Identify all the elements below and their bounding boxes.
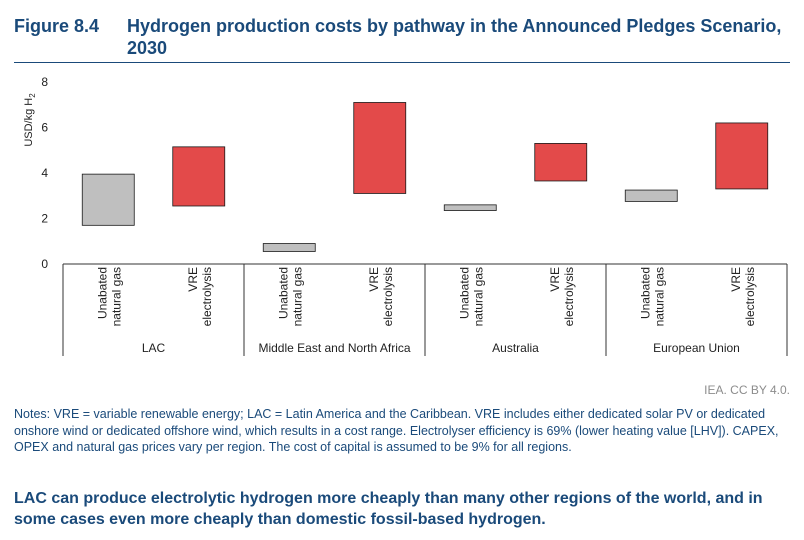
range-bar-vre-electrolysis xyxy=(353,102,407,194)
figure-title: Hydrogen production costs by pathway in … xyxy=(127,16,782,58)
y-tick-label: 0 xyxy=(41,257,48,271)
y-axis-label: USD/kg H2 xyxy=(23,93,37,147)
group-label: LAC xyxy=(142,341,166,355)
range-bar-natural-gas xyxy=(262,243,316,252)
notes: Notes: VRE = variable renewable energy; … xyxy=(14,407,779,454)
group-label: Australia xyxy=(492,341,539,355)
y-tick-label: 4 xyxy=(41,166,48,180)
top-rule xyxy=(14,62,790,63)
y-tick-label: 2 xyxy=(41,212,48,226)
range-bar-natural-gas xyxy=(81,173,135,226)
group-label: Middle East and North Africa xyxy=(258,341,410,355)
credit: IEA. CC BY 4.0. xyxy=(704,383,790,397)
range-bar-vre-electrolysis xyxy=(534,143,588,182)
chart: USD/kg H2 0 2 4 6 8 Unabatednatural gas VREele… xyxy=(23,75,788,356)
takeaway: LAC can produce electrolytic hydrogen mo… xyxy=(14,490,763,528)
x-tick-label: VREelectrolysis xyxy=(367,267,395,326)
x-tick-label: VREelectrolysis xyxy=(729,267,757,326)
x-tick-label: VREelectrolysis xyxy=(548,267,576,326)
figure-label: Figure 8.4 xyxy=(14,16,100,36)
range-bar-vre-electrolysis xyxy=(172,146,226,207)
x-tick-label: Unabatednatural gas xyxy=(95,267,123,326)
y-tick-label: 8 xyxy=(41,75,48,89)
y-tick-label: 6 xyxy=(41,121,48,135)
x-tick-label: Unabatednatural gas xyxy=(276,267,304,326)
range-bar-natural-gas xyxy=(443,204,497,211)
range-bar-natural-gas xyxy=(624,189,678,202)
x-tick-label: Unabatednatural gas xyxy=(638,267,666,326)
range-bar-vre-electrolysis xyxy=(715,122,769,190)
x-tick-label: VREelectrolysis xyxy=(186,267,214,326)
x-tick-label: Unabatednatural gas xyxy=(457,267,485,326)
group-label: European Union xyxy=(653,341,740,355)
